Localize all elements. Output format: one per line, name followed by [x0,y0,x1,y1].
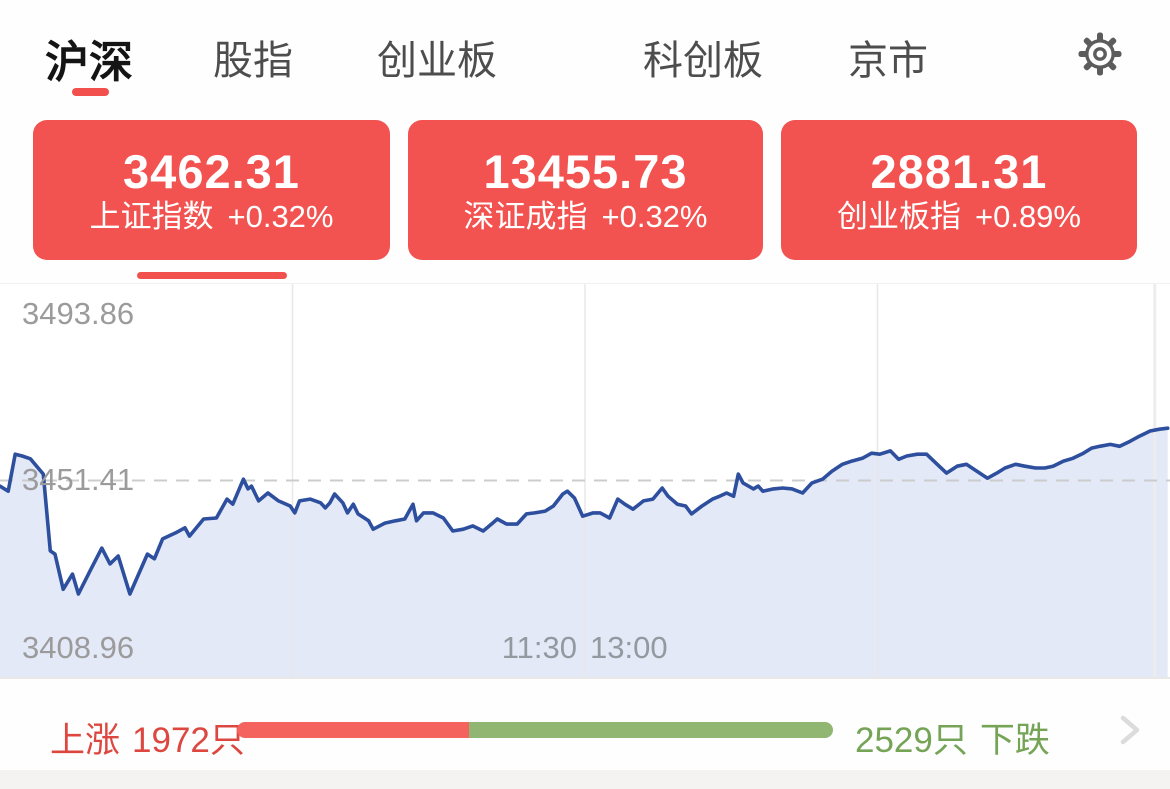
y-axis-label-max: 3493.86 [22,296,135,331]
index-card-shanghai[interactable]: 3462.31 上证指数 +0.32% [33,120,390,260]
index-name: 上证指数 [89,199,214,234]
tab-kechuangban-label: 科创板 [643,39,763,83]
advance-decline-bar[interactable] [237,722,833,738]
tab-hushen[interactable]: 沪深 [45,26,133,90]
market-breadth-row[interactable]: 上涨 1972只 2529只 下跌 [0,698,1170,770]
index-name: 创业板指 [836,199,961,234]
price-line-chart [0,284,1170,677]
intraday-chart[interactable]: 3493.86 3451.41 3408.96 11:30 13:00 [0,283,1170,679]
decliners-label: 下跌 [979,721,1050,760]
tab-jingshi-label: 京市 [848,39,928,83]
decliners-text: 2529只 下跌 [855,712,1050,763]
top-tab-bar: 沪深 股指 创业板 科创板 京市 [0,0,1170,112]
advancers-count: 1972只 [132,721,245,760]
tab-hushen-label: 沪深 [45,38,133,87]
tab-chuangyeban-label: 创业板 [377,39,497,83]
bottom-divider-strip [0,770,1170,789]
y-axis-label-baseline: 3451.41 [22,462,135,497]
tab-guzhi-label: 股指 [213,39,293,83]
chevron-right-icon[interactable] [1116,708,1144,757]
x-axis-label-1300: 13:00 [590,630,668,665]
x-axis-label-1130: 11:30 [501,630,577,665]
index-change: +0.32% [601,199,708,234]
tab-guzhi[interactable]: 股指 [213,28,293,86]
index-value: 13455.73 [483,145,688,198]
decliners-bar-segment [469,722,833,738]
index-card-chinext[interactable]: 2881.31 创业板指 +0.89% [781,120,1137,260]
advancers-label: 上涨 [50,721,121,760]
index-card-shenzhen[interactable]: 13455.73 深证成指 +0.32% [408,120,763,260]
gear-icon[interactable] [1076,30,1124,78]
index-change: +0.32% [227,199,334,234]
active-tab-indicator [72,88,109,96]
advancers-bar-segment [237,722,470,738]
advancers-text: 上涨 1972只 [50,712,245,763]
index-value: 2881.31 [870,145,1048,198]
tab-jingshi[interactable]: 京市 [848,28,928,86]
tab-chuangyeban[interactable]: 创业板 [377,28,497,86]
selected-card-indicator [137,272,287,279]
y-axis-label-min: 3408.96 [22,630,135,665]
index-change: +0.89% [974,199,1081,234]
decliners-count: 2529只 [855,721,968,760]
tab-kechuangban[interactable]: 科创板 [643,28,763,86]
index-name: 深证成指 [463,199,588,234]
index-value: 3462.31 [123,145,300,198]
